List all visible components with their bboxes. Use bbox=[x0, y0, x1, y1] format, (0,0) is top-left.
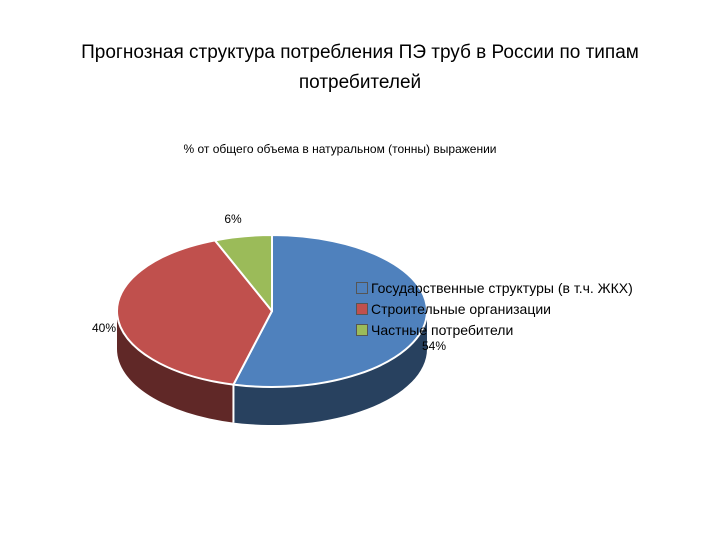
legend-swatch-icon bbox=[356, 302, 368, 315]
chart-subtitle: % от общего объема в натуральном (тонны)… bbox=[183, 142, 497, 156]
pie-slice bbox=[116, 239, 273, 386]
legend-label: Строительные организации bbox=[371, 300, 551, 317]
legend-swatch-icon bbox=[356, 323, 368, 336]
legend-swatch-icon bbox=[356, 281, 368, 294]
pie-slice-side bbox=[233, 311, 427, 425]
pie-data-label: 6% bbox=[224, 212, 242, 226]
pie-side-group bbox=[117, 311, 427, 425]
chart-title: Прогнозная структура потребления ПЭ труб… bbox=[81, 42, 639, 93]
chart-legend: Государственные структуры (в т.ч. ЖКХ) С… bbox=[356, 277, 633, 340]
pie-data-label: 54% bbox=[422, 339, 446, 353]
pie-data-label: 40% bbox=[92, 321, 116, 335]
legend-item: Государственные структуры (в т.ч. ЖКХ) bbox=[356, 277, 633, 298]
legend-item: Строительные организации bbox=[356, 298, 633, 319]
pie-slice-side bbox=[117, 311, 234, 423]
legend-label: Государственные структуры (в т.ч. ЖКХ) bbox=[371, 279, 633, 296]
legend-label: Частные потребители bbox=[371, 321, 514, 338]
pie-slice bbox=[213, 234, 273, 312]
pie-slice bbox=[232, 234, 428, 388]
legend-item: Частные потребители bbox=[356, 319, 633, 340]
